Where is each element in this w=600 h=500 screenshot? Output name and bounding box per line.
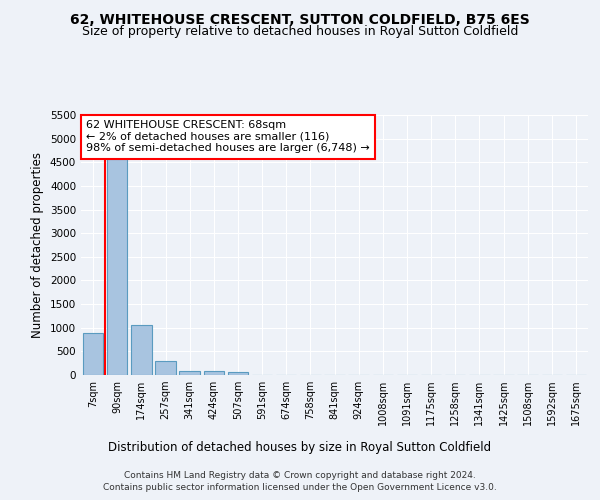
Bar <box>155 362 176 375</box>
Bar <box>227 372 248 375</box>
Text: Distribution of detached houses by size in Royal Sutton Coldfield: Distribution of detached houses by size … <box>109 441 491 454</box>
Bar <box>83 334 103 375</box>
Text: Contains public sector information licensed under the Open Government Licence v3: Contains public sector information licen… <box>103 483 497 492</box>
Text: 62 WHITEHOUSE CRESCENT: 68sqm
← 2% of detached houses are smaller (116)
98% of s: 62 WHITEHOUSE CRESCENT: 68sqm ← 2% of de… <box>86 120 370 154</box>
Bar <box>203 371 224 375</box>
Text: Contains HM Land Registry data © Crown copyright and database right 2024.: Contains HM Land Registry data © Crown c… <box>124 472 476 480</box>
Bar <box>179 371 200 375</box>
Bar <box>131 325 152 375</box>
Text: 62, WHITEHOUSE CRESCENT, SUTTON COLDFIELD, B75 6ES: 62, WHITEHOUSE CRESCENT, SUTTON COLDFIEL… <box>70 12 530 26</box>
Bar <box>107 160 127 375</box>
Y-axis label: Number of detached properties: Number of detached properties <box>31 152 44 338</box>
Text: Size of property relative to detached houses in Royal Sutton Coldfield: Size of property relative to detached ho… <box>82 25 518 38</box>
